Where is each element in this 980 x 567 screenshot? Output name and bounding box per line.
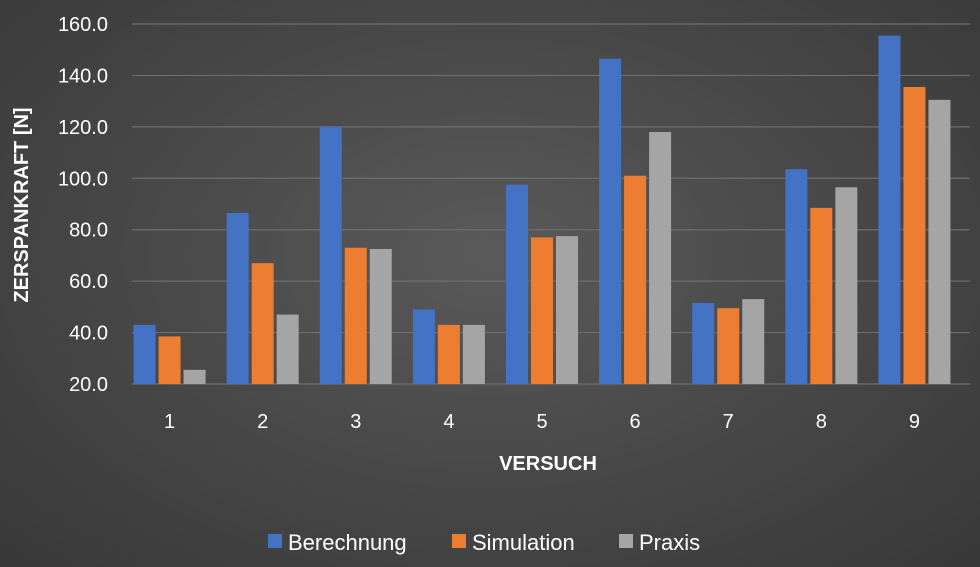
legend: Berechnung Simulation Praxis [268,530,700,555]
x-tick-label: 3 [350,411,361,433]
legend-label: Simulation [472,530,575,555]
bar-berechnung-3 [319,126,342,384]
bars [133,35,951,384]
bar-praxis-5 [556,236,578,384]
y-tick-label: 100.0 [58,168,108,190]
bar-berechnung-8 [785,169,808,384]
y-tick-label: 80.0 [69,220,108,242]
bar-praxis-2 [276,314,299,384]
bar-simulation-6 [624,175,647,384]
bar-berechnung-5 [506,184,528,384]
x-tick-label: 8 [816,411,827,433]
legend-label: Praxis [639,530,700,555]
y-tick-label: 140.0 [58,65,108,87]
y-axis-ticks: 20.0 40.0 60.0 80.0 100.0 120.0 140.0 160.0 [58,14,108,396]
x-tick-label: 4 [443,411,454,433]
bar-praxis-1 [183,369,206,384]
bar-berechnung-7 [692,303,715,384]
x-tick-label: 2 [257,411,268,433]
y-tick-label: 20.0 [69,374,108,396]
bar-simulation-5 [531,237,553,384]
legend-item-berechnung: Berechnung [268,530,407,555]
x-tick-label: 6 [630,411,641,433]
bar-praxis-3 [369,249,392,384]
bar-berechnung-6 [599,58,622,384]
bar-praxis-8 [835,187,858,384]
y-tick-label: 160.0 [58,14,108,36]
bar-simulation-7 [717,308,740,384]
y-axis-title: ZERSPANKRAFT [N] [11,107,33,302]
bar-berechnung-2 [226,213,249,384]
bar-simulation-2 [251,263,274,384]
bar-simulation-3 [344,247,367,384]
legend-label: Berechnung [288,530,407,555]
legend-item-praxis: Praxis [619,530,700,555]
y-tick-label: 120.0 [58,117,108,139]
y-tick-label: 60.0 [69,271,108,293]
x-tick-label: 9 [909,411,920,433]
x-axis-title: VERSUCH [499,453,597,475]
legend-swatch [452,534,466,548]
bar-berechnung-9 [878,35,901,384]
bar-simulation-1 [158,336,181,384]
x-axis-ticks: 1 2 3 4 5 6 7 8 9 [164,411,920,433]
x-tick-label: 5 [536,411,547,433]
x-tick-label: 7 [723,411,734,433]
bar-praxis-4 [462,324,485,384]
legend-swatch [268,534,282,548]
y-tick-label: 40.0 [69,323,108,345]
bar-praxis-6 [649,132,672,384]
legend-swatch [619,534,633,548]
x-tick-label: 1 [164,411,175,433]
bar-praxis-9 [928,99,951,384]
bar-berechnung-1 [133,324,156,384]
bar-simulation-8 [810,207,833,384]
bar-simulation-4 [437,324,460,384]
bar-simulation-9 [903,87,926,384]
bar-praxis-7 [742,299,765,384]
legend-item-simulation: Simulation [452,530,575,555]
bar-berechnung-4 [412,309,435,384]
